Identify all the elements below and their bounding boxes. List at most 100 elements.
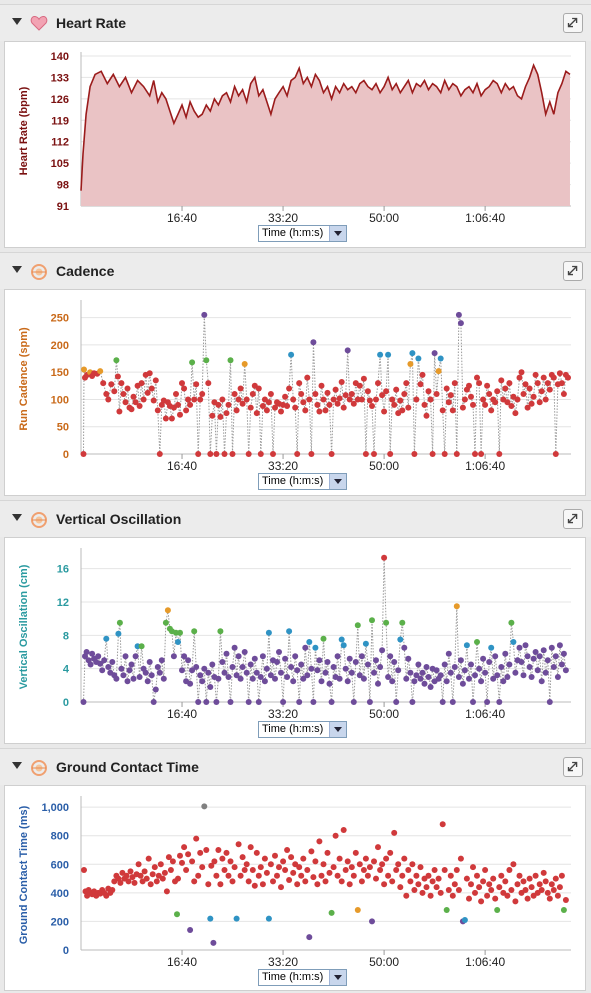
data-point xyxy=(241,867,248,873)
data-point xyxy=(443,385,450,392)
expand-icon[interactable] xyxy=(563,757,583,777)
data-point xyxy=(502,878,509,885)
data-point xyxy=(425,388,432,395)
collapse-triangle-icon[interactable] xyxy=(12,18,22,25)
data-point xyxy=(534,667,541,674)
data-point xyxy=(526,664,533,670)
data-point xyxy=(125,878,132,885)
x-axis-select-label: Time (h:m:s) xyxy=(262,475,324,487)
panel-header: Vertical Oscillation xyxy=(0,500,591,537)
data-point xyxy=(296,864,303,871)
expand-icon[interactable] xyxy=(563,13,583,33)
data-point xyxy=(300,399,307,406)
data-point xyxy=(383,855,390,862)
data-point xyxy=(558,661,565,668)
data-point xyxy=(215,847,222,853)
data-point xyxy=(415,661,422,668)
data-point xyxy=(122,653,129,660)
data-point xyxy=(429,451,436,457)
data-point xyxy=(453,867,460,873)
data-point xyxy=(316,408,323,415)
data-point xyxy=(405,655,412,662)
data-point xyxy=(213,451,220,457)
data-point xyxy=(270,451,276,457)
data-point xyxy=(122,399,129,406)
y-tick-label: 200 xyxy=(51,340,69,352)
data-point xyxy=(306,639,313,645)
data-point xyxy=(241,361,248,367)
data-point xyxy=(221,669,228,676)
collapse-triangle-icon[interactable] xyxy=(12,266,22,273)
data-point xyxy=(105,664,112,670)
data-point xyxy=(474,639,480,645)
data-point xyxy=(199,391,206,397)
collapse-triangle-icon[interactable] xyxy=(12,762,22,769)
data-point xyxy=(480,878,487,885)
data-point xyxy=(312,858,319,865)
data-point xyxy=(136,674,143,680)
data-point xyxy=(340,827,347,833)
data-point xyxy=(354,396,361,403)
data-point xyxy=(397,884,404,891)
data-point xyxy=(379,861,386,868)
data-point xyxy=(399,407,406,414)
data-point xyxy=(87,661,94,668)
data-point xyxy=(189,858,196,865)
x-axis-select[interactable]: Time (h:m:s) xyxy=(258,225,347,242)
chevron-down-icon[interactable] xyxy=(329,474,346,489)
data-point xyxy=(322,669,329,676)
data-point xyxy=(199,678,206,685)
data-point xyxy=(207,684,214,690)
data-point xyxy=(472,451,478,457)
data-point xyxy=(492,895,499,902)
data-point xyxy=(314,881,321,888)
chevron-down-icon[interactable] xyxy=(329,722,346,737)
data-point xyxy=(540,374,547,381)
x-tick-label: 50:00 xyxy=(369,955,399,966)
data-point xyxy=(514,881,521,888)
chevron-down-icon[interactable] xyxy=(329,970,346,985)
data-point xyxy=(298,391,305,397)
x-axis-select[interactable]: Time (h:m:s) xyxy=(258,473,347,490)
data-point xyxy=(83,649,90,655)
data-point xyxy=(148,672,155,679)
data-point xyxy=(237,385,244,392)
data-point xyxy=(453,451,460,457)
data-point xyxy=(466,382,472,389)
data-point xyxy=(210,939,217,946)
data-point xyxy=(126,667,133,674)
data-point xyxy=(389,396,396,403)
y-tick-label: 100 xyxy=(51,394,69,406)
data-point xyxy=(445,887,452,893)
y-axis-label: Heart Rate (bpm) xyxy=(18,86,30,175)
y-tick-label: 105 xyxy=(51,158,69,170)
data-point xyxy=(562,897,569,903)
data-point xyxy=(540,869,547,876)
panel-title: Cadence xyxy=(56,263,115,279)
data-point xyxy=(498,377,505,384)
data-point xyxy=(113,675,120,682)
data-point xyxy=(548,881,555,888)
data-point xyxy=(213,872,220,879)
data-point xyxy=(100,380,107,387)
data-point xyxy=(407,669,414,676)
data-point xyxy=(334,400,341,407)
data-point xyxy=(227,699,234,705)
data-point xyxy=(407,878,414,885)
y-tick-label: 0 xyxy=(63,945,69,957)
data-point xyxy=(288,854,295,861)
expand-icon[interactable] xyxy=(563,509,583,529)
data-point xyxy=(358,396,365,403)
data-point xyxy=(223,410,230,417)
expand-icon[interactable] xyxy=(563,261,583,281)
vertical-oscillation-chart: 0 4 8 12 16 16:40 33:20 50:00 1:06:40 Vertical Os… xyxy=(18,548,571,718)
collapse-triangle-icon[interactable] xyxy=(12,514,22,521)
data-point xyxy=(457,320,464,327)
x-axis-select[interactable]: Time (h:m:s) xyxy=(258,721,347,738)
x-axis-select[interactable]: Time (h:m:s) xyxy=(258,969,347,986)
data-point xyxy=(150,699,157,705)
data-point xyxy=(231,864,238,871)
data-point xyxy=(300,675,307,682)
chevron-down-icon[interactable] xyxy=(329,226,346,241)
data-point xyxy=(263,407,270,414)
